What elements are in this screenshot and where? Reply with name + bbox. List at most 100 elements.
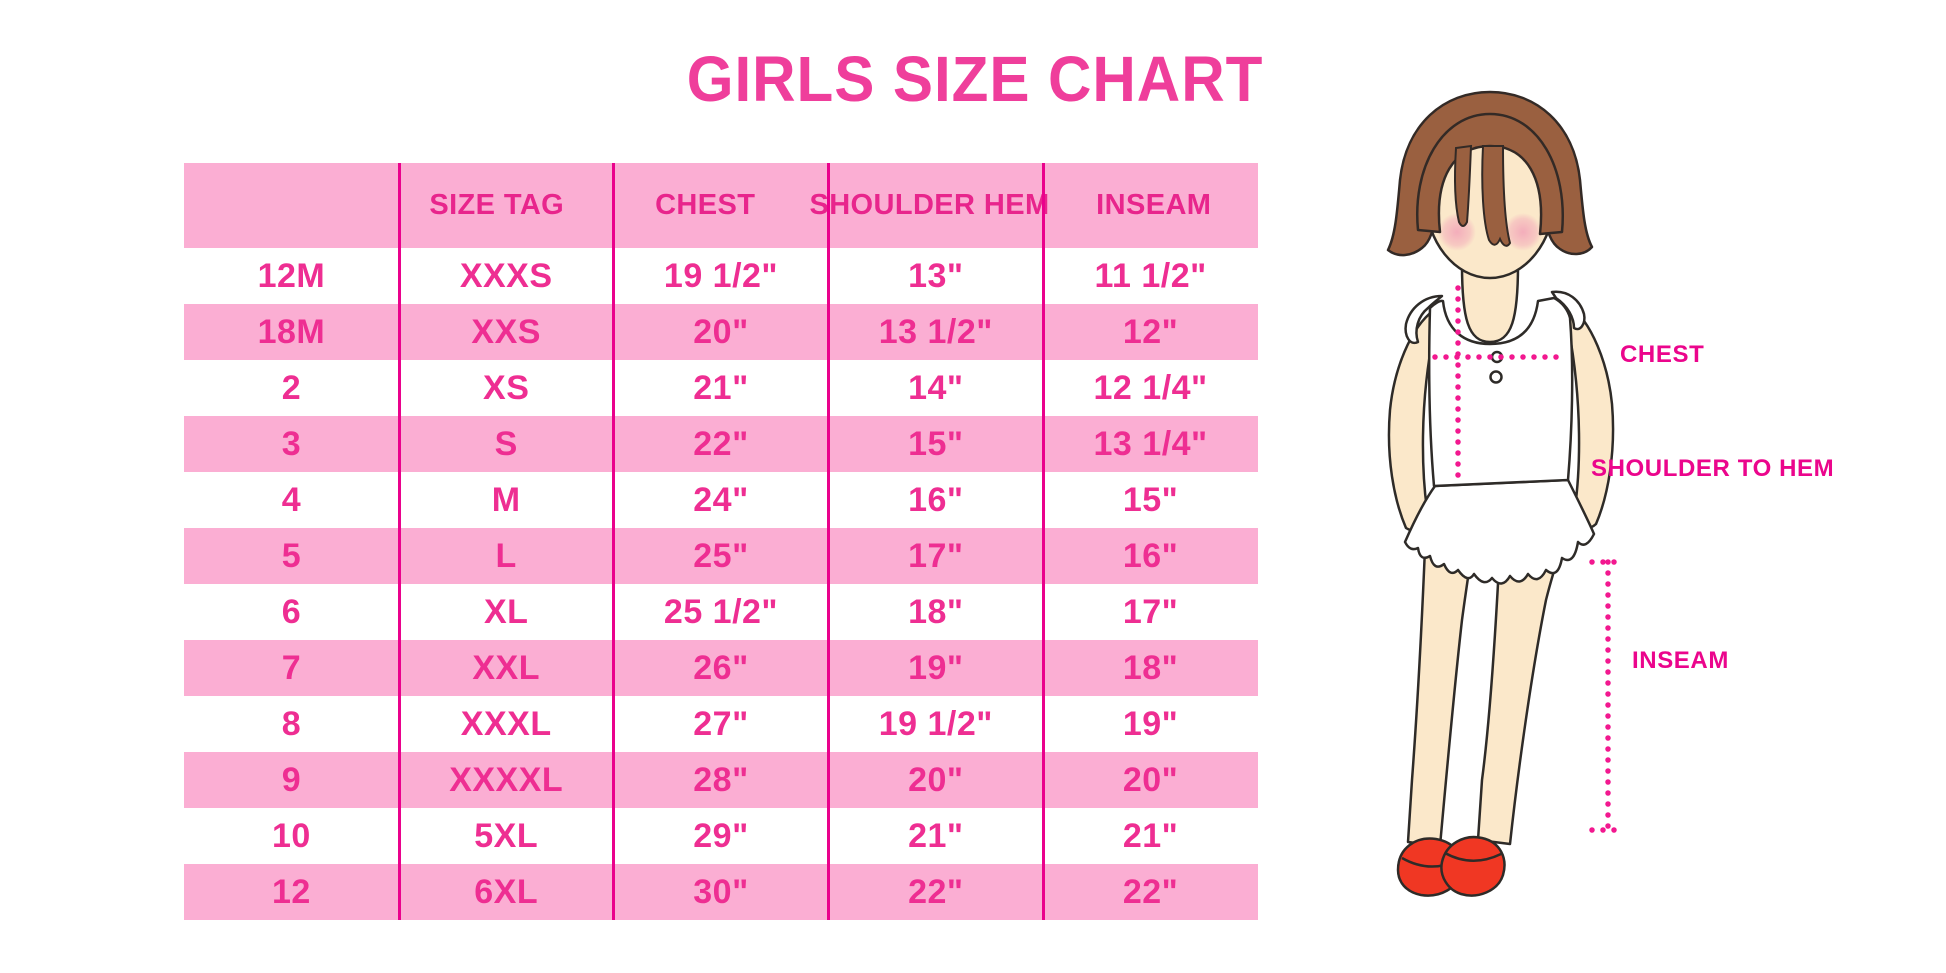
header-cell-size-tag: SIZE TAG: [429, 189, 565, 221]
cell-chest: 30": [693, 872, 749, 911]
inseam-measurement-label: INSEAM: [1632, 647, 1729, 674]
table-row: 5 L 25" 17" 16": [184, 528, 1258, 584]
cell-size: 3: [281, 424, 302, 463]
cell-shoulder-hem: 22": [908, 872, 964, 911]
cell-size-tag: M: [491, 480, 521, 519]
cell-shoulder-hem: 16": [908, 480, 964, 519]
cell-size-tag: XXXXL: [449, 760, 564, 799]
right-shoulder-ruffle: [1550, 290, 1586, 331]
table-row: 8 XXXL 27" 19 1/2" 19": [184, 696, 1258, 752]
cell-shoulder-hem: 19 1/2": [878, 704, 993, 743]
cell-size-tag: XXL: [472, 648, 540, 687]
cell-size-tag: S: [494, 424, 518, 463]
cell-inseam: 20": [1122, 760, 1179, 799]
skirt: [1403, 478, 1596, 585]
cell-size: 8: [281, 704, 302, 743]
table-column-divider: [1041, 163, 1045, 920]
cell-size: 9: [281, 760, 302, 799]
shoulder-to-hem-measurement-label: SHOULDER TO HEM: [1591, 455, 1835, 482]
right-arm: [1566, 302, 1615, 530]
table-column-divider: [612, 163, 616, 920]
cell-size-tag: L: [495, 536, 517, 575]
girl-illustration: [1350, 80, 1670, 920]
table-column-divider: [397, 163, 401, 920]
cell-shoulder-hem: 17": [908, 536, 964, 575]
table-row: 4 M 24" 16" 15": [184, 472, 1258, 528]
table-row: 12 6XL 30" 22" 22": [184, 864, 1258, 920]
cell-shoulder-hem: 21": [908, 816, 964, 855]
girl-illustration-svg: [1386, 90, 1627, 897]
cell-shoulder-hem: 20": [908, 760, 964, 799]
cell-size: 10: [271, 816, 311, 855]
right-leg: [1476, 544, 1564, 846]
cell-chest: 25 1/2": [663, 592, 779, 631]
cell-inseam: 13 1/4": [1093, 424, 1208, 463]
table-row: 7 XXL 26" 19" 18": [184, 640, 1258, 696]
left-shoulder-ruffle: [1404, 294, 1444, 345]
cell-size: 12: [271, 872, 311, 911]
hair-prong-left: [1454, 144, 1473, 227]
cell-size-tag: 6XL: [474, 872, 539, 911]
cell-chest: 20": [693, 312, 749, 351]
cell-chest: 28": [693, 760, 749, 799]
cell-size: 7: [281, 648, 302, 687]
table-row: 2 XS 21" 14" 12 1/4": [184, 360, 1258, 416]
table-row: 3 S 22" 15" 13 1/4": [184, 416, 1258, 472]
cell-shoulder-hem: 15": [908, 424, 964, 463]
cell-inseam: 17": [1122, 592, 1179, 631]
cell-inseam: 18": [1122, 648, 1179, 687]
girls-size-table: SIZE TAG CHEST SHOULDER HEM INSEAM 12M X…: [184, 163, 1258, 920]
cell-inseam: 12 1/4": [1093, 368, 1208, 407]
cell-size: 18M: [257, 312, 326, 351]
neck-chest-skin: [1460, 263, 1520, 344]
cell-size: 2: [281, 368, 302, 407]
table-row: 9 XXXXL 28" 20" 20": [184, 752, 1258, 808]
cell-size: 6: [281, 592, 302, 631]
table-row: 6 XL 25 1/2" 18" 17": [184, 584, 1258, 640]
cell-inseam: 12": [1122, 312, 1179, 351]
cell-inseam: 19": [1122, 704, 1179, 743]
cell-size: 12M: [257, 256, 326, 295]
cell-chest: 19 1/2": [663, 256, 779, 295]
cell-size-tag: XXS: [471, 312, 541, 351]
table-row: 18M XXS 20" 13 1/2" 12": [184, 304, 1258, 360]
cell-chest: 26": [693, 648, 749, 687]
header-cell-shoulder-hem: SHOULDER HEM: [809, 189, 1050, 221]
cell-chest: 29": [693, 816, 749, 855]
cell-shoulder-hem: 19": [908, 648, 964, 687]
cell-chest: 22": [693, 424, 749, 463]
left-cheek-blush: [1438, 213, 1476, 251]
cell-chest: 24": [693, 480, 749, 519]
cell-size-tag: XXXL: [460, 704, 552, 743]
cell-shoulder-hem: 14": [908, 368, 964, 407]
header-cell-chest: CHEST: [655, 189, 756, 221]
cell-size-tag: XS: [483, 368, 530, 407]
cell-chest: 21": [693, 368, 749, 407]
bottom-button: [1489, 370, 1503, 384]
chest-measurement-label: CHEST: [1620, 341, 1705, 368]
cell-chest: 27": [693, 704, 749, 743]
left-leg: [1406, 546, 1474, 848]
cell-inseam: 21": [1122, 816, 1179, 855]
table-header-row: SIZE TAG CHEST SHOULDER HEM INSEAM: [184, 163, 1258, 248]
header-cell-inseam: INSEAM: [1096, 189, 1212, 221]
table-row: 12M XXXS 19 1/2" 13" 11 1/2": [184, 248, 1258, 304]
hair-prong-right: [1481, 145, 1512, 247]
page-title: GIRLS SIZE CHART: [686, 43, 1264, 115]
cell-size: 4: [281, 480, 302, 519]
cell-inseam: 22": [1122, 872, 1179, 911]
right-shoe-strap: [1444, 851, 1502, 862]
cell-shoulder-hem: 18": [908, 592, 964, 631]
bodice: [1427, 296, 1574, 488]
cell-size-tag: XL: [483, 592, 529, 631]
cell-size: 5: [281, 536, 302, 575]
cell-inseam: 11 1/2": [1094, 256, 1207, 295]
left-arm: [1387, 308, 1436, 533]
cell-shoulder-hem: 13": [908, 256, 964, 295]
right-cheek-blush: [1504, 213, 1542, 251]
right-shoe: [1440, 835, 1506, 897]
cell-inseam: 15": [1122, 480, 1179, 519]
cell-chest: 25": [693, 536, 749, 575]
table-row: 10 5XL 29" 21" 21": [184, 808, 1258, 864]
cell-size-tag: 5XL: [474, 816, 539, 855]
